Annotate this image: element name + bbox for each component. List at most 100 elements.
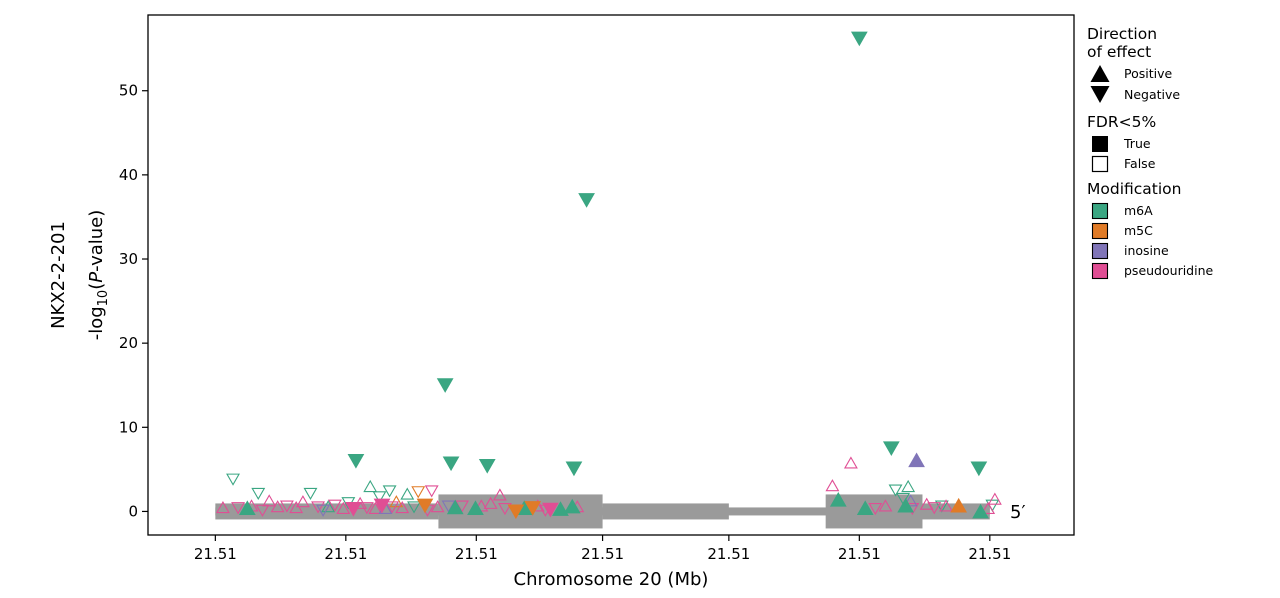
data-point-m6a-pos xyxy=(238,500,256,516)
data-point-pseudouridine-pos xyxy=(368,501,383,514)
data-point-pseudouridine-pos xyxy=(483,496,498,509)
data-point-m6a-pos xyxy=(563,498,581,514)
data-point-m6a-neg xyxy=(382,485,397,498)
data-point-pseudouridine-neg xyxy=(868,503,883,516)
data-point-pseudouridine-pos xyxy=(825,479,840,492)
data-points xyxy=(215,31,1002,520)
legend-square-open-icon xyxy=(1091,155,1109,173)
data-point-m6a-pos xyxy=(321,500,336,513)
legend-title-modification: Modification xyxy=(1087,180,1181,198)
data-point-pseudouridine-pos xyxy=(262,494,277,507)
y-tick-label: 30 xyxy=(119,250,138,268)
y-tick-label: 20 xyxy=(119,334,138,352)
data-point-pseudouridine-pos xyxy=(430,500,445,513)
data-point-pseudouridine-pos xyxy=(336,501,351,514)
data-point-m6a-neg xyxy=(251,487,266,501)
data-point-pseudouridine-pos xyxy=(919,497,934,510)
legend-square-filled-icon xyxy=(1092,136,1108,152)
data-point-m5c-neg xyxy=(524,501,542,516)
data-point-pseudouridine-neg xyxy=(542,502,559,518)
data-point-inosine-pos xyxy=(908,452,925,468)
data-point-m6a-pos xyxy=(829,491,847,507)
data-point-m6a-neg xyxy=(888,484,903,497)
x-tick-label: 21.51 xyxy=(455,545,498,563)
data-point-m6a-neg xyxy=(882,441,900,456)
data-point-m5c-neg xyxy=(411,486,426,499)
data-point-m6a-pos xyxy=(897,497,914,513)
legend-item-m5c: m5C xyxy=(1124,223,1153,238)
legend-title-fdr: FDR<5% xyxy=(1087,113,1156,131)
data-point-m5c-pos xyxy=(950,497,968,513)
data-point-m6a-neg xyxy=(303,487,318,501)
data-point-m6a-pos xyxy=(856,500,874,516)
data-point-pseudouridine-neg xyxy=(424,485,439,498)
data-point-pseudouridine-pos xyxy=(270,500,285,513)
x-tick-label: 21.51 xyxy=(968,545,1011,563)
x-tick-label: 21.51 xyxy=(194,545,237,563)
legend: Direction of effect Positive Negative FDR… xyxy=(1087,25,1214,280)
data-point-m5c-neg xyxy=(416,498,434,514)
data-point-m6a-neg xyxy=(578,193,595,208)
x-axis-label: Chromosome 20 (Mb) xyxy=(514,569,709,590)
y-axis-label: -log10(P-value) xyxy=(86,210,111,341)
strand-label: 5′ xyxy=(1010,502,1026,523)
legend-swatch-m6a xyxy=(1091,202,1109,220)
x-tick-label: 21.51 xyxy=(581,545,624,563)
data-point-pseudouridine-neg xyxy=(311,501,325,514)
legend-title-direction: Direction of effect xyxy=(1087,25,1157,61)
data-point-m6a-pos xyxy=(467,500,484,516)
data-point-pseudouridine-neg xyxy=(279,500,294,513)
data-point-pseudouridine-pos xyxy=(395,500,410,514)
legend-item-m6a: m6A xyxy=(1124,203,1153,218)
legend-item-inosine: inosine xyxy=(1124,243,1169,258)
data-point-m6a-neg xyxy=(478,459,496,474)
data-point-m6a-neg xyxy=(565,461,583,477)
legend-item-pseudouridine: pseudouridine xyxy=(1124,263,1214,278)
x-tick-label: 21.51 xyxy=(707,545,750,563)
data-point-pseudouridine-neg xyxy=(327,499,342,512)
data-point-pseudouridine-neg xyxy=(927,502,942,515)
legend-triangle-down-icon xyxy=(1090,86,1110,103)
data-point-pseudouridine-neg xyxy=(385,501,400,514)
legend-swatch-pseudouridine xyxy=(1091,262,1109,280)
gene-utr xyxy=(602,503,729,520)
data-point-m6a-pos xyxy=(400,487,415,500)
x-tick-label: 21.51 xyxy=(324,545,367,563)
data-point-pseudouridine-neg xyxy=(497,503,512,516)
data-point-pseudouridine-neg xyxy=(373,498,391,514)
data-point-pseudouridine-neg xyxy=(255,504,270,517)
y-axis-gene-label: NKX2-2-201 xyxy=(48,221,69,329)
data-point-pseudouridine-pos xyxy=(981,501,996,514)
data-point-m6a-neg xyxy=(970,461,988,477)
y-axis-ticks: 0 10 20 30 40 50 xyxy=(119,82,148,520)
legend-item-true: True xyxy=(1123,136,1151,151)
data-point-pseudouridine-neg xyxy=(359,502,374,515)
data-point-pseudouridine-neg xyxy=(231,502,246,515)
x-tick-label: 21.51 xyxy=(838,545,881,563)
legend-triangle-up-icon xyxy=(1090,65,1110,82)
data-point-m6a-pos xyxy=(972,503,989,519)
data-point-m6a-neg xyxy=(850,31,868,47)
data-point-pseudouridine-pos xyxy=(289,500,304,514)
data-point-pseudouridine-pos xyxy=(987,492,1002,505)
data-point-pseudouridine-pos xyxy=(295,495,310,508)
y-tick-label: 50 xyxy=(119,82,138,100)
data-point-m6a-neg xyxy=(372,491,387,504)
data-point-pseudouridine-pos xyxy=(492,488,507,501)
legend-swatch-m5c xyxy=(1091,222,1109,240)
y-tick-label: 10 xyxy=(119,418,138,436)
legend-swatch-inosine xyxy=(1091,242,1109,260)
data-point-m6a-pos xyxy=(446,499,464,515)
data-point-inosine-neg xyxy=(316,504,331,517)
data-point-m6a-neg xyxy=(442,456,460,472)
legend-item-false: False xyxy=(1124,156,1156,171)
data-point-m6a-neg xyxy=(436,378,454,393)
data-point-pseudouridine-neg xyxy=(345,501,362,517)
data-point-pseudouridine-pos xyxy=(939,499,953,512)
data-point-m6a-neg xyxy=(407,501,421,514)
legend-item-positive: Positive xyxy=(1124,66,1172,81)
data-point-pseudouridine-pos xyxy=(215,500,230,514)
data-point-m5c-neg xyxy=(507,504,525,520)
data-point-m6a-pos xyxy=(363,479,378,493)
